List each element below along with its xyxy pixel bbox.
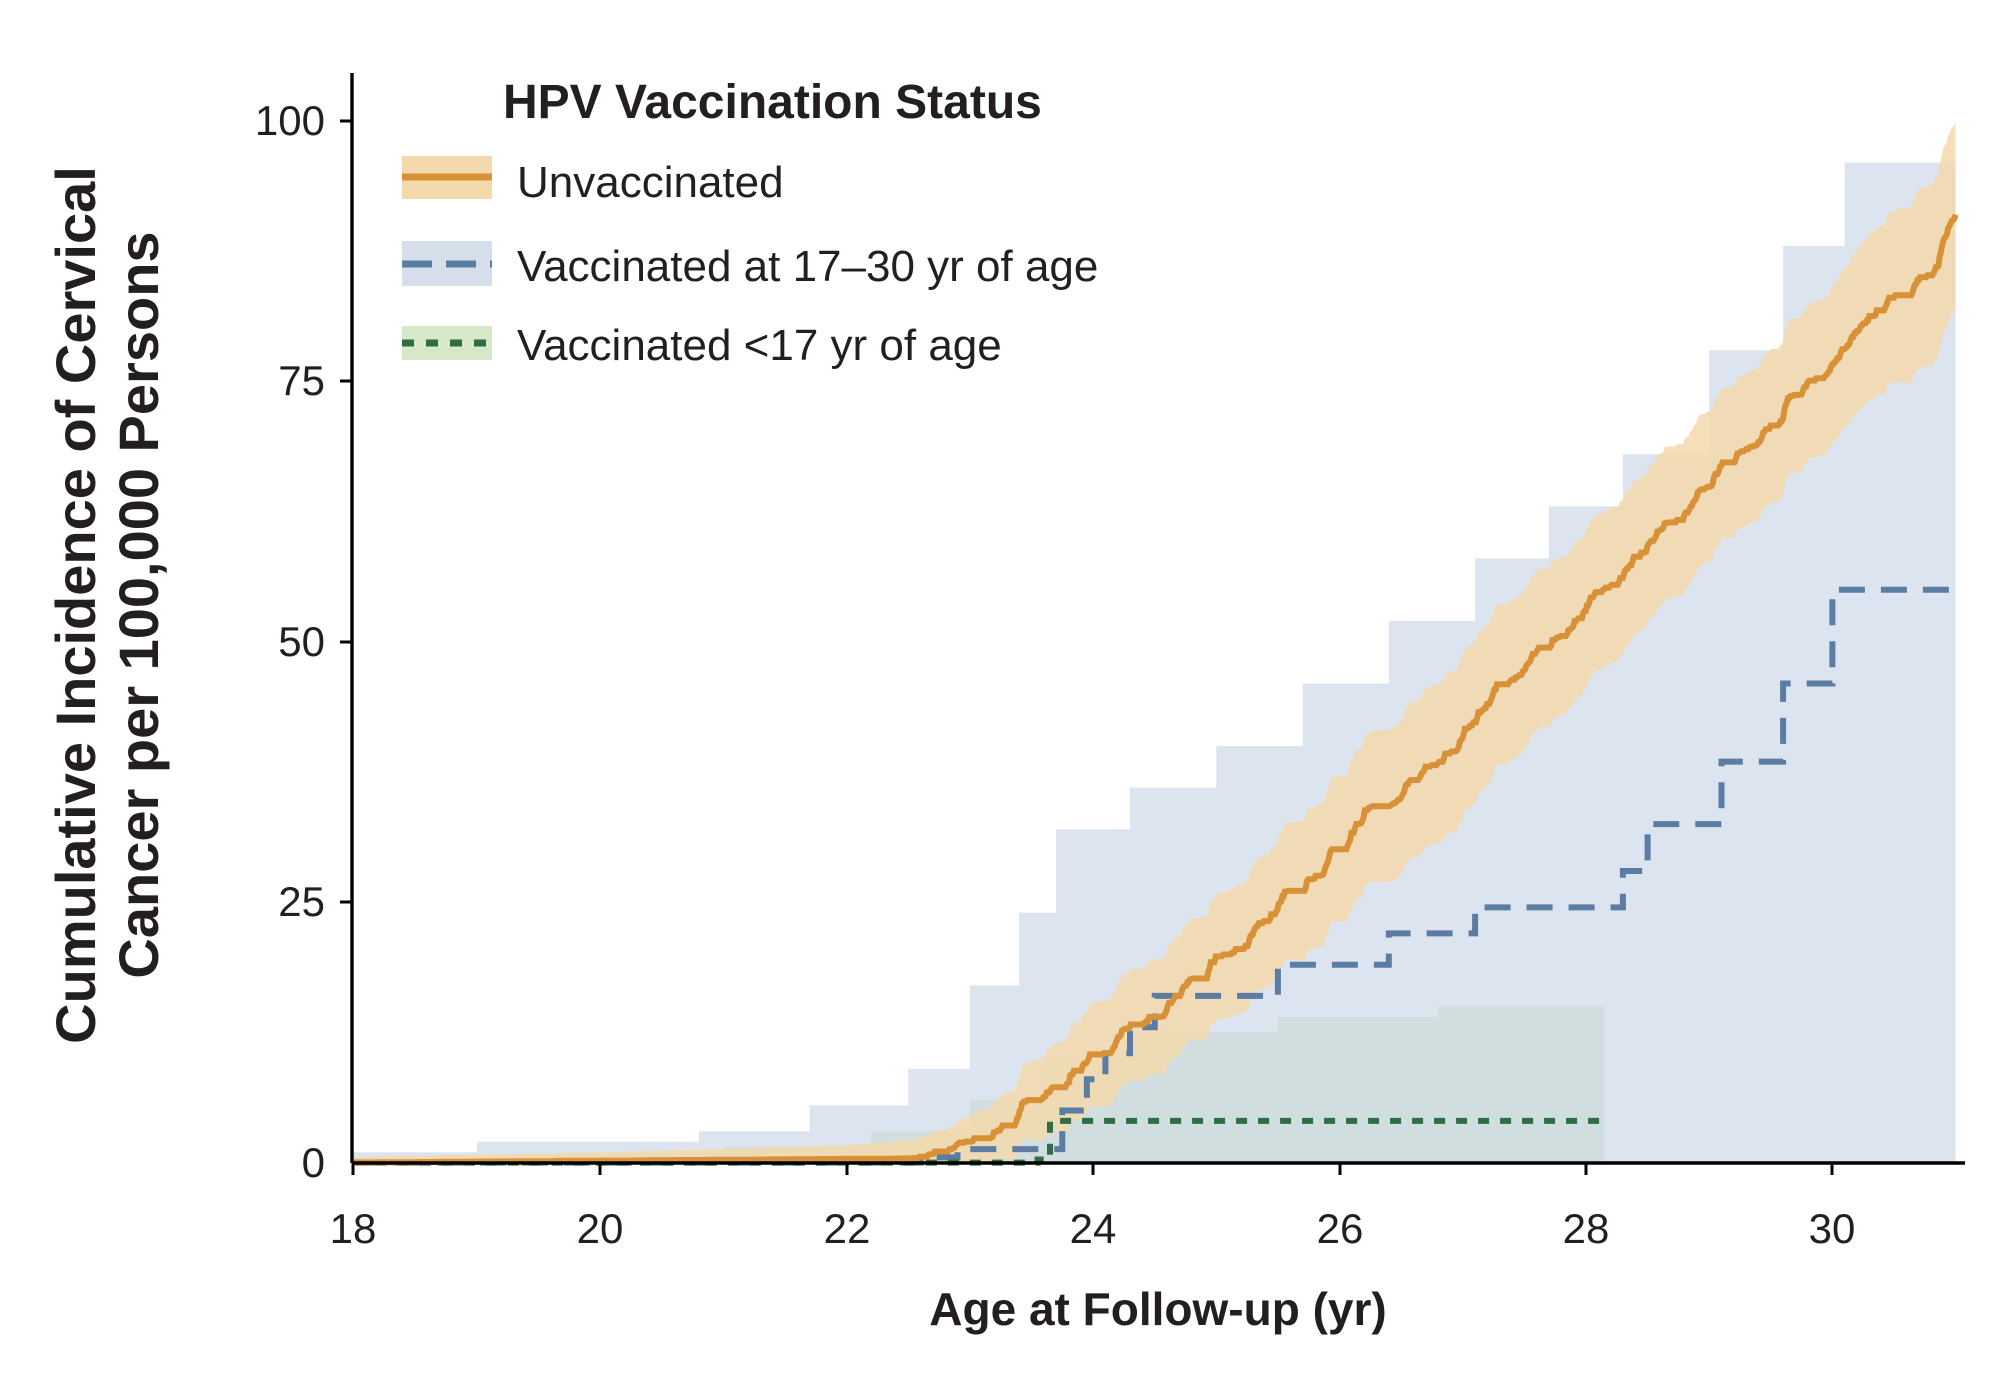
svg-text:30: 30 — [1809, 1205, 1856, 1252]
svg-text:25: 25 — [278, 878, 325, 925]
svg-text:20: 20 — [577, 1205, 624, 1252]
svg-text:22: 22 — [824, 1205, 871, 1252]
svg-text:Cancer per 100,000 Persons: Cancer per 100,000 Persons — [107, 231, 170, 978]
svg-text:18: 18 — [330, 1205, 377, 1252]
svg-text:100: 100 — [255, 97, 325, 144]
svg-text:Vaccinated at 17–30 yr of age: Vaccinated at 17–30 yr of age — [517, 242, 1098, 291]
svg-text:Unvaccinated: Unvaccinated — [517, 158, 784, 207]
svg-text:50: 50 — [278, 618, 325, 665]
svg-text:HPV Vaccination Status: HPV Vaccination Status — [503, 76, 1042, 129]
svg-text:Cumulative Incidence of Cervic: Cumulative Incidence of Cervical — [44, 166, 107, 1044]
svg-text:24: 24 — [1070, 1205, 1117, 1252]
svg-text:Age at Follow-up (yr): Age at Follow-up (yr) — [929, 1283, 1386, 1335]
svg-text:28: 28 — [1563, 1205, 1610, 1252]
svg-text:75: 75 — [278, 357, 325, 404]
svg-text:Vaccinated <17 yr of age: Vaccinated <17 yr of age — [517, 321, 1002, 370]
svg-text:0: 0 — [302, 1139, 325, 1186]
svg-text:26: 26 — [1317, 1205, 1364, 1252]
